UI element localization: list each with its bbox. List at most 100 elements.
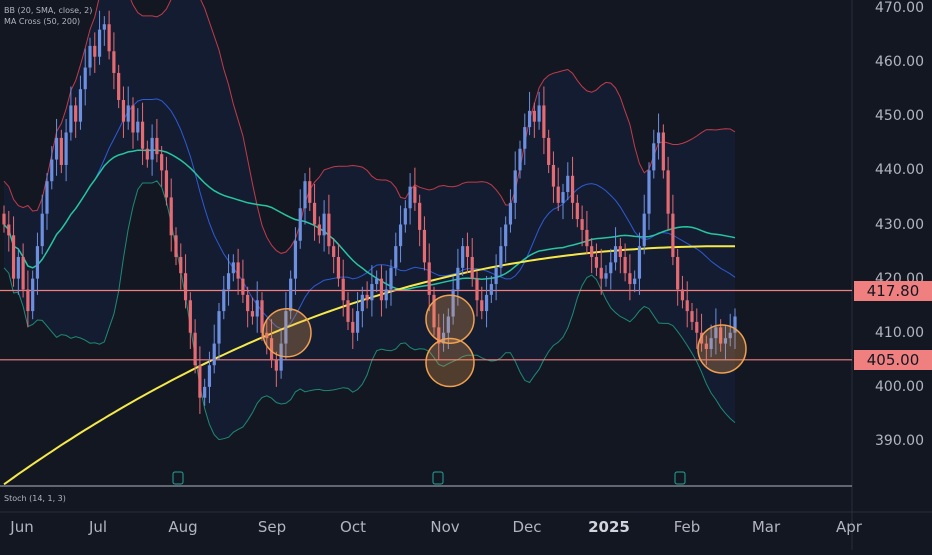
candle-body <box>575 202 579 220</box>
candle-body <box>513 170 517 203</box>
candle-body <box>312 202 317 225</box>
candle-body <box>78 89 83 122</box>
candle-body <box>623 256 627 274</box>
candle-body <box>31 278 35 312</box>
candle-body <box>699 332 704 344</box>
ma-cross-indicator-label[interactable]: MA Cross (50, 200) <box>4 17 81 26</box>
candle-body <box>465 246 470 257</box>
y-tick-label: 390.00 <box>875 433 924 449</box>
candle-body <box>360 294 364 312</box>
candle-body <box>203 386 207 398</box>
candle-body <box>379 278 384 301</box>
x-tick-label: Nov <box>430 518 460 536</box>
candle-body <box>599 267 603 279</box>
candle-body <box>570 175 575 203</box>
earnings-marker-icon <box>172 471 184 485</box>
candle-body <box>231 262 235 274</box>
candle-body <box>164 170 169 198</box>
bb-upper-line <box>3 0 736 254</box>
candle-body <box>547 137 551 165</box>
candle-body <box>140 121 145 149</box>
candle-body <box>21 256 25 290</box>
candle-body <box>26 289 30 312</box>
candle-body <box>346 300 350 322</box>
candle-body <box>394 246 398 268</box>
candle-body <box>661 132 665 171</box>
candle-body <box>642 213 646 247</box>
candle-body <box>709 338 713 349</box>
candle-body <box>35 246 40 279</box>
candle-body <box>604 273 608 279</box>
candle-body <box>446 316 450 333</box>
candle-body <box>183 273 188 301</box>
y-tick-label: 440.00 <box>875 162 924 179</box>
candle-body <box>676 256 680 290</box>
stoch-indicator-label[interactable]: Stoch (14, 1, 3) <box>4 494 66 503</box>
candle-body <box>733 316 737 333</box>
ma50-line <box>3 149 736 291</box>
candle-body <box>341 278 345 301</box>
candle-body <box>279 343 283 371</box>
candle-body <box>265 332 269 339</box>
candle-body <box>451 289 455 317</box>
candle-body <box>671 213 675 257</box>
candle-body <box>484 294 489 312</box>
candle-body <box>518 148 522 171</box>
candle-body <box>461 246 465 268</box>
candle-body <box>16 256 20 279</box>
bb-band-fill <box>4 0 735 440</box>
candle-body <box>131 105 135 133</box>
candle-body <box>45 181 49 214</box>
candle-body <box>594 256 599 268</box>
price-level-badge: 405.00 <box>854 349 932 370</box>
bb-indicator-label[interactable]: BB (20, SMA, close, 2) <box>4 6 93 15</box>
highlight-circle <box>697 324 747 374</box>
candle-body <box>613 246 618 263</box>
candle-body <box>470 256 474 279</box>
candle-body <box>102 24 106 30</box>
candle-body <box>408 186 412 209</box>
price-level-badge: 417.80 <box>854 280 932 301</box>
x-tick-label: Apr <box>836 518 862 536</box>
candle-body <box>7 224 11 236</box>
candle-body <box>384 289 388 301</box>
candle-body <box>64 132 68 165</box>
candle-body <box>556 186 560 203</box>
candle-body <box>188 300 192 333</box>
candle-body <box>169 197 173 236</box>
bb-basis-line <box>3 98 736 330</box>
candle-body <box>432 294 436 328</box>
candle-body <box>695 321 699 333</box>
candle-body <box>54 137 59 160</box>
candle-body <box>704 343 708 349</box>
candle-body <box>441 332 446 344</box>
candle-body <box>633 278 637 285</box>
candle-body <box>198 365 202 398</box>
candle-body <box>112 51 116 73</box>
candle-body <box>647 170 651 214</box>
candle-body <box>50 159 54 182</box>
candle-body <box>365 294 369 301</box>
candle-body <box>489 284 493 295</box>
candle-body <box>719 327 723 344</box>
y-tick-label: 400.00 <box>875 378 924 395</box>
candle-body <box>527 110 532 128</box>
highlight-circle <box>425 294 475 344</box>
candle-body <box>403 208 407 225</box>
candle-body <box>2 213 6 225</box>
candle-body <box>322 213 326 236</box>
candle-body <box>274 359 278 371</box>
y-tick-label: 410.00 <box>875 324 924 341</box>
candle-body <box>255 300 259 317</box>
candle-body <box>126 105 130 122</box>
candle-body <box>207 365 212 387</box>
x-tick-label: Jun <box>10 518 34 536</box>
candle-body <box>628 273 632 285</box>
candle-body <box>145 148 149 160</box>
candle-body <box>222 289 226 312</box>
candle-body <box>666 170 670 214</box>
candle-body <box>160 154 164 171</box>
candle-body <box>250 311 255 317</box>
